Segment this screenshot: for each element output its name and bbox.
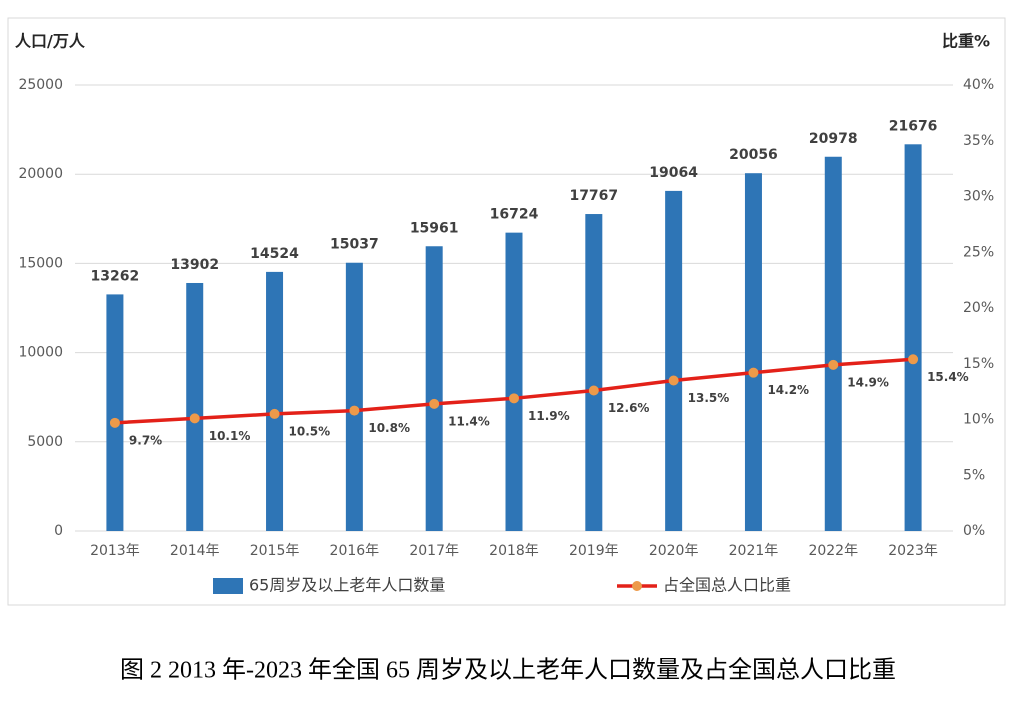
line-value-label: 13.5% <box>688 391 730 405</box>
bar <box>505 232 523 531</box>
line-value-label: 9.7% <box>129 433 162 447</box>
line-value-label: 10.1% <box>209 429 251 443</box>
x-tick-label: 2018年 <box>489 543 539 559</box>
line-marker <box>828 359 839 370</box>
y2-tick-label: 10% <box>963 412 994 428</box>
bar <box>266 271 284 531</box>
line-value-label: 10.5% <box>289 424 331 438</box>
legend-label: 占全国总人口比重 <box>663 576 791 595</box>
bar <box>824 156 842 531</box>
bar <box>186 282 204 531</box>
bar-value-label: 16724 <box>490 207 539 223</box>
x-tick-label: 2019年 <box>569 543 619 559</box>
y2-tick-label: 40% <box>963 77 994 93</box>
x-tick-label: 2014年 <box>170 543 220 559</box>
bar-value-label: 20978 <box>809 131 858 147</box>
bar <box>744 173 762 531</box>
y-tick-label: 25000 <box>18 77 63 93</box>
y-tick-label: 20000 <box>18 166 63 182</box>
legend-label: 65周岁及以上老年人口数量 <box>249 576 445 595</box>
line-marker <box>668 375 679 386</box>
bar <box>425 246 443 532</box>
y-tick-label: 5000 <box>27 434 63 450</box>
y2-tick-label: 0% <box>963 523 985 539</box>
bar-value-label: 15037 <box>330 237 379 253</box>
x-tick-label: 2021年 <box>729 543 779 559</box>
y-tick-label: 10000 <box>18 345 63 361</box>
bar-value-label: 17767 <box>569 188 618 204</box>
bar-value-label: 13902 <box>170 257 219 273</box>
x-tick-label: 2013年 <box>90 543 140 559</box>
line-marker <box>189 413 200 424</box>
x-tick-label: 2016年 <box>330 543 380 559</box>
y2-tick-label: 35% <box>963 133 994 149</box>
chart-border <box>7 17 1006 606</box>
bar-value-label: 20056 <box>729 147 778 163</box>
line-value-label: 11.4% <box>448 414 490 428</box>
bar-value-label: 14524 <box>250 246 299 262</box>
bar <box>345 262 363 531</box>
bar <box>106 294 124 531</box>
bar-value-label: 13262 <box>91 268 140 284</box>
line-marker <box>748 367 759 378</box>
legend-swatch <box>632 581 642 591</box>
x-tick-label: 2023年 <box>888 543 938 559</box>
x-tick-label: 2015年 <box>250 543 300 559</box>
y2-axis-title: 比重% <box>942 32 990 51</box>
y2-tick-label: 15% <box>963 356 994 372</box>
y-tick-label: 0 <box>54 523 63 539</box>
bar <box>585 214 603 531</box>
line-value-label: 12.6% <box>608 401 650 415</box>
line-marker <box>509 393 519 404</box>
caption: 图 2 2013 年-2023 年全国 65 周岁及以上老年人口数量及占全国总人… <box>120 657 896 684</box>
line-marker <box>349 405 360 416</box>
line-value-label: 14.2% <box>767 383 809 397</box>
line-value-label: 10.8% <box>368 421 410 435</box>
line-marker <box>269 408 280 419</box>
bar <box>904 144 922 531</box>
y2-tick-label: 30% <box>963 189 994 205</box>
bar <box>665 190 683 531</box>
bar-value-label: 15961 <box>410 220 459 236</box>
y-tick-label: 15000 <box>18 255 63 271</box>
x-tick-label: 2020年 <box>649 543 699 559</box>
line-value-label: 15.4% <box>927 370 969 384</box>
line-value-label: 14.9% <box>847 375 889 389</box>
y-axis-title: 人口/万人 <box>15 32 86 51</box>
y2-tick-label: 5% <box>963 467 985 483</box>
line-marker <box>588 385 599 396</box>
bar-value-label: 21676 <box>889 118 938 134</box>
x-tick-label: 2022年 <box>808 543 858 559</box>
line-value-label: 11.9% <box>528 409 570 423</box>
line-marker <box>429 398 440 409</box>
y2-tick-label: 20% <box>963 300 994 316</box>
bar-value-label: 19064 <box>649 165 698 181</box>
line-marker <box>908 354 919 365</box>
line-marker <box>109 417 120 428</box>
x-tick-label: 2017年 <box>409 543 459 559</box>
legend-swatch <box>213 578 243 594</box>
y2-tick-label: 25% <box>963 244 994 260</box>
